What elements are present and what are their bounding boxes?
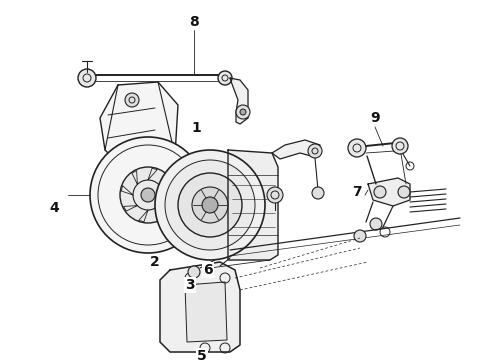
Circle shape: [155, 150, 265, 260]
Text: 3: 3: [185, 278, 195, 292]
Text: 5: 5: [197, 349, 207, 360]
Polygon shape: [100, 82, 178, 165]
Polygon shape: [230, 78, 248, 124]
Text: 1: 1: [191, 121, 201, 135]
Circle shape: [90, 137, 206, 253]
Circle shape: [236, 105, 250, 119]
Text: 2: 2: [150, 255, 160, 269]
Polygon shape: [228, 150, 278, 260]
Polygon shape: [368, 178, 410, 206]
Polygon shape: [272, 140, 320, 159]
Circle shape: [267, 187, 283, 203]
Circle shape: [312, 187, 324, 199]
Polygon shape: [132, 171, 137, 184]
Text: 7: 7: [352, 185, 362, 199]
Circle shape: [308, 144, 322, 158]
Polygon shape: [122, 186, 133, 195]
Circle shape: [188, 266, 200, 278]
Circle shape: [165, 160, 255, 250]
Circle shape: [240, 109, 246, 115]
Polygon shape: [159, 179, 172, 184]
Text: 9: 9: [370, 111, 380, 125]
Polygon shape: [139, 210, 148, 222]
Circle shape: [141, 188, 155, 202]
Circle shape: [202, 197, 218, 213]
Circle shape: [125, 93, 139, 107]
Circle shape: [354, 230, 366, 242]
Circle shape: [370, 218, 382, 230]
Circle shape: [348, 139, 366, 157]
Circle shape: [78, 69, 96, 87]
Text: 8: 8: [189, 15, 199, 29]
Polygon shape: [148, 168, 157, 180]
Polygon shape: [163, 195, 175, 204]
Polygon shape: [123, 206, 137, 211]
Circle shape: [392, 138, 408, 154]
Text: 4: 4: [49, 201, 59, 215]
Circle shape: [374, 186, 386, 198]
Polygon shape: [185, 282, 227, 342]
Text: 6: 6: [203, 263, 213, 277]
Circle shape: [120, 167, 176, 223]
Circle shape: [178, 173, 242, 237]
Circle shape: [134, 149, 146, 161]
Polygon shape: [160, 262, 240, 352]
Circle shape: [192, 187, 228, 223]
Polygon shape: [159, 206, 164, 220]
Circle shape: [398, 186, 410, 198]
Circle shape: [218, 71, 232, 85]
